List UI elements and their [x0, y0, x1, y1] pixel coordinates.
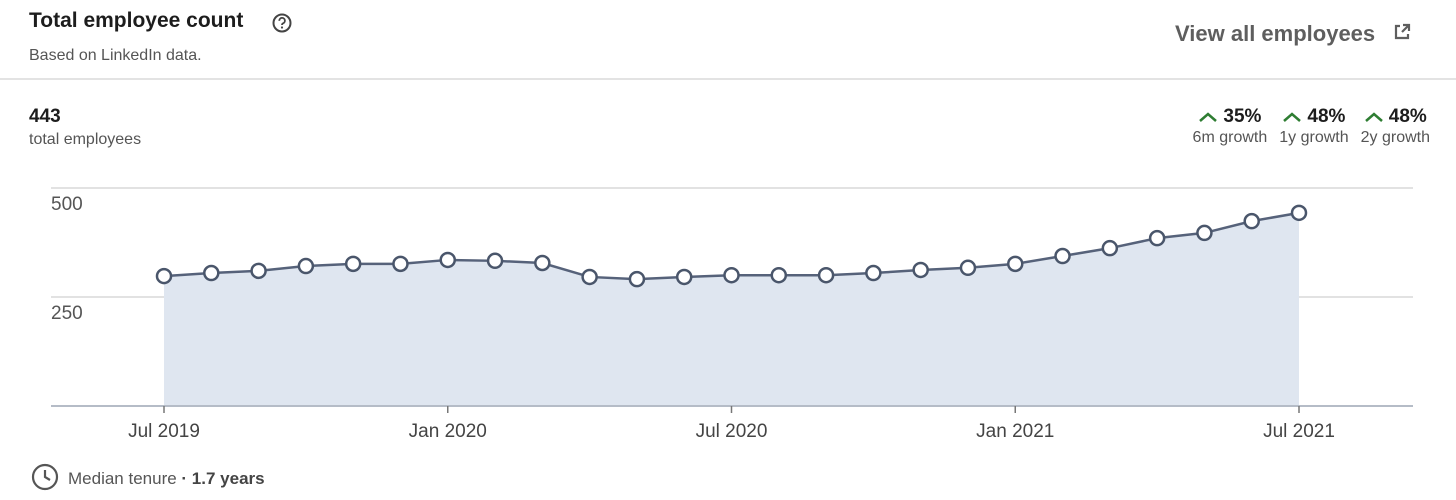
- employee-count: 443: [29, 106, 61, 127]
- data-point: [203, 264, 220, 282]
- x-tick-label: Jan 2020: [409, 421, 487, 442]
- data-point: [1007, 255, 1024, 273]
- data-point: [959, 259, 977, 277]
- up-chevron: [1283, 112, 1302, 122]
- data-point: [723, 266, 740, 284]
- data-point: [155, 267, 173, 285]
- chart: 250 500 Jul 2019 Jan 2020 Jul 2020 Jan 2021 Ju…: [51, 187, 1413, 442]
- data-point: [1243, 212, 1260, 230]
- data-point: [628, 270, 646, 288]
- y-tick-label: 250: [51, 303, 83, 324]
- growth-item: 35% 6m growth: [1193, 106, 1268, 147]
- data-point: [392, 255, 409, 273]
- title: Total employee count: [29, 9, 244, 32]
- growth-list: 35% 6m growth 48% 1y growth 48% 2y growth: [1193, 106, 1430, 147]
- data-point: [486, 252, 504, 270]
- external-link-icon[interactable]: [1392, 22, 1412, 42]
- data-point: [1196, 224, 1213, 242]
- tenure-value: · 1.7 years: [181, 469, 265, 488]
- tenure-label: Median tenure: [68, 469, 177, 488]
- data-point: [817, 266, 835, 284]
- data-point: [1054, 247, 1071, 265]
- up-chevron: [1199, 112, 1218, 122]
- area: [164, 212, 1299, 406]
- growth-label: 6m growth: [1192, 129, 1268, 146]
- x-tick-label: Jan 2021: [976, 421, 1054, 442]
- data-point: [1148, 229, 1166, 247]
- x-tick-label: Jul 2020: [696, 421, 768, 442]
- growth-label: 1y growth: [1279, 129, 1349, 146]
- data-point: [1290, 204, 1308, 222]
- data-point: [912, 261, 929, 279]
- help-icon[interactable]: [271, 12, 293, 34]
- clock-icon: [31, 463, 59, 491]
- growth-label: 2y growth: [1360, 129, 1430, 146]
- data-point: [1101, 239, 1119, 257]
- x-tick-label: Jul 2021: [1263, 421, 1335, 442]
- footer: Median tenure · 1.7 years: [68, 469, 265, 489]
- subtitle: Based on LinkedIn data.: [29, 47, 202, 64]
- growth-value: 35%: [1223, 106, 1262, 127]
- data-point: [534, 254, 551, 272]
- data-point: [439, 251, 456, 269]
- y-tick-label: 500: [51, 194, 83, 215]
- up-chevron: [1364, 112, 1383, 122]
- data-point: [344, 255, 362, 273]
- data-point: [770, 266, 788, 284]
- data-point: [675, 268, 693, 286]
- data-point: [581, 268, 598, 286]
- growth-value: 48%: [1307, 106, 1346, 127]
- data-point: [250, 262, 267, 280]
- count-label: total employees: [29, 131, 142, 148]
- view-all-link[interactable]: View all employees: [1175, 21, 1376, 46]
- growth-item: 48% 1y growth: [1279, 106, 1348, 147]
- data-point: [297, 257, 315, 275]
- growth-item: 48% 2y growth: [1361, 106, 1430, 147]
- x-tick-label: Jul 2019: [128, 421, 200, 442]
- divider: [0, 78, 1456, 80]
- growth-value: 48%: [1388, 106, 1427, 127]
- data-point: [865, 264, 882, 282]
